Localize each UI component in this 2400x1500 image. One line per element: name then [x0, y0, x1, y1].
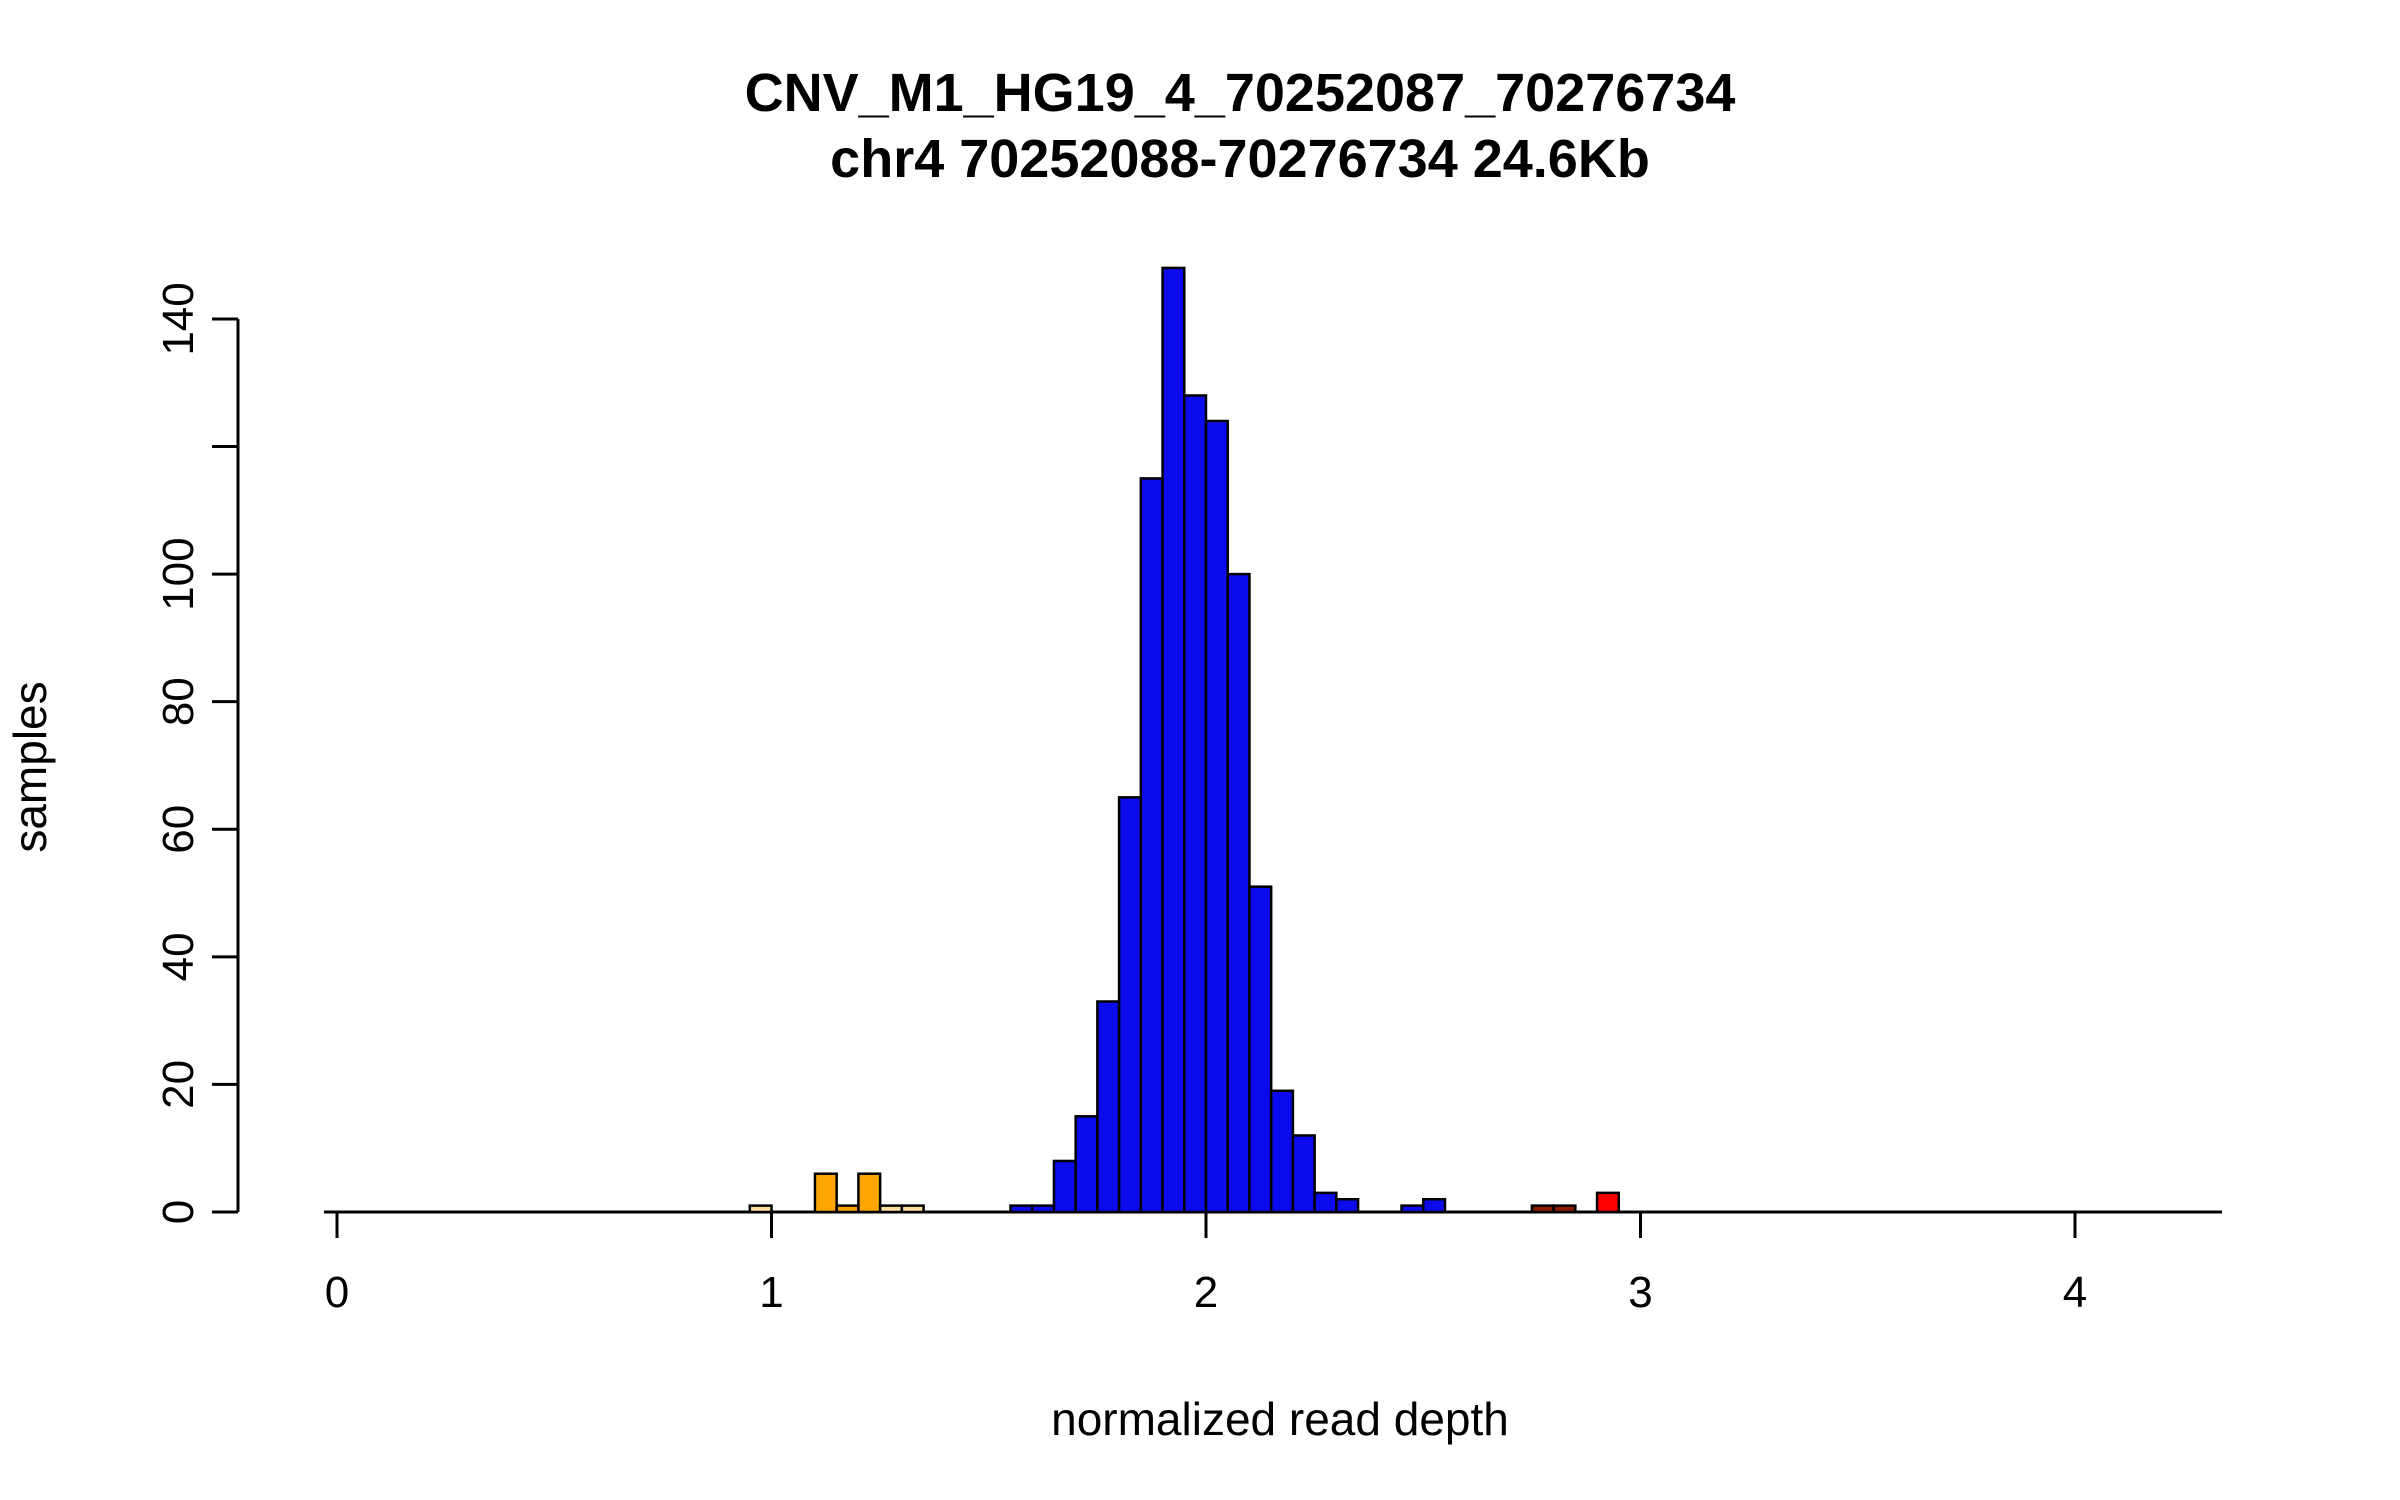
x-tick-label: 4 [2063, 1268, 2087, 1317]
histogram-bar [1030, 1204, 1056, 1214]
histogram-bar [1422, 1197, 1447, 1214]
histogram-bar [1269, 1089, 1295, 1214]
histogram-bar [900, 1204, 925, 1214]
x-axis-title: normalized read depth [1051, 1393, 1509, 1445]
histogram-bar [1595, 1191, 1621, 1214]
histogram-bar [1009, 1204, 1034, 1214]
x-tick-label: 1 [759, 1268, 783, 1317]
x-tick-label: 2 [1194, 1268, 1218, 1317]
histogram-bar [1335, 1197, 1360, 1214]
histogram-bar [1117, 796, 1143, 1214]
x-tick-label: 3 [1628, 1268, 1652, 1317]
y-tick-label: 40 [154, 932, 203, 981]
y-tick-label: 60 [154, 805, 203, 854]
histogram-bar [1074, 1115, 1099, 1214]
y-axis-title: samples [4, 681, 56, 853]
y-tick-label: 100 [154, 537, 203, 610]
chart-subtitle: chr4 70252088-70276734 24.6Kb [830, 129, 1650, 189]
histogram-bar [1161, 266, 1186, 1214]
histogram-bar [1052, 1159, 1077, 1214]
histogram-bar [1530, 1204, 1555, 1214]
histogram-bar [1400, 1204, 1425, 1214]
histogram-bar [1552, 1204, 1577, 1214]
y-tick-label: 0 [154, 1200, 203, 1224]
histogram-bar [1291, 1134, 1316, 1214]
chart-title: CNV_M1_HG19_4_70252087_70276734 [744, 63, 1736, 123]
y-tick-label: 80 [154, 677, 203, 726]
histogram-bar [1313, 1191, 1338, 1214]
histogram-bar [878, 1204, 904, 1214]
histogram-bar [1183, 394, 1208, 1214]
histogram-bar [857, 1172, 882, 1214]
histogram-bar [748, 1204, 773, 1214]
histogram-bar [813, 1172, 838, 1214]
histogram-bar [1226, 572, 1251, 1214]
y-tick-label: 20 [154, 1060, 203, 1109]
histogram-bar [1139, 477, 1164, 1214]
histogram-bar [835, 1204, 860, 1214]
y-tick-label: 140 [154, 282, 203, 355]
histogram-bar [1204, 419, 1229, 1214]
histogram-bar [1096, 1000, 1121, 1214]
histogram-bar [1248, 885, 1273, 1214]
x-tick-label: 0 [325, 1268, 349, 1317]
